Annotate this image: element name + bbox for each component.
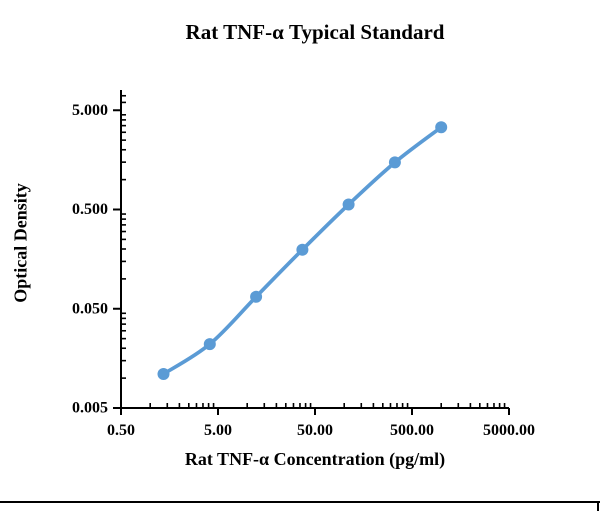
y-tick-label: 0.500 — [72, 201, 108, 218]
x-tick-label: 5.00 — [204, 422, 232, 439]
data-point-marker — [296, 243, 309, 256]
y-tick-label: 0.050 — [72, 300, 108, 317]
chart-title: Rat TNF-α Typical Standard — [185, 20, 445, 44]
data-point-marker — [342, 198, 355, 211]
x-tick-label: 5000.00 — [483, 422, 535, 439]
y-tick-label: 0.005 — [72, 400, 108, 417]
data-point-marker — [250, 290, 263, 303]
data-point-marker — [203, 338, 216, 351]
right-border-segment — [597, 501, 599, 511]
x-tick-label: 500.00 — [390, 422, 434, 439]
x-tick-label: 0.50 — [107, 422, 135, 439]
y-tick-label: 5.000 — [72, 102, 108, 119]
horizontal-rule — [0, 501, 600, 503]
data-point-marker — [435, 121, 448, 134]
data-point-marker — [388, 156, 401, 169]
x-axis-title: Rat TNF-α Concentration (pg/ml) — [184, 449, 446, 469]
x-tick-label: 50.00 — [297, 422, 333, 439]
data-point-marker — [157, 368, 170, 380]
